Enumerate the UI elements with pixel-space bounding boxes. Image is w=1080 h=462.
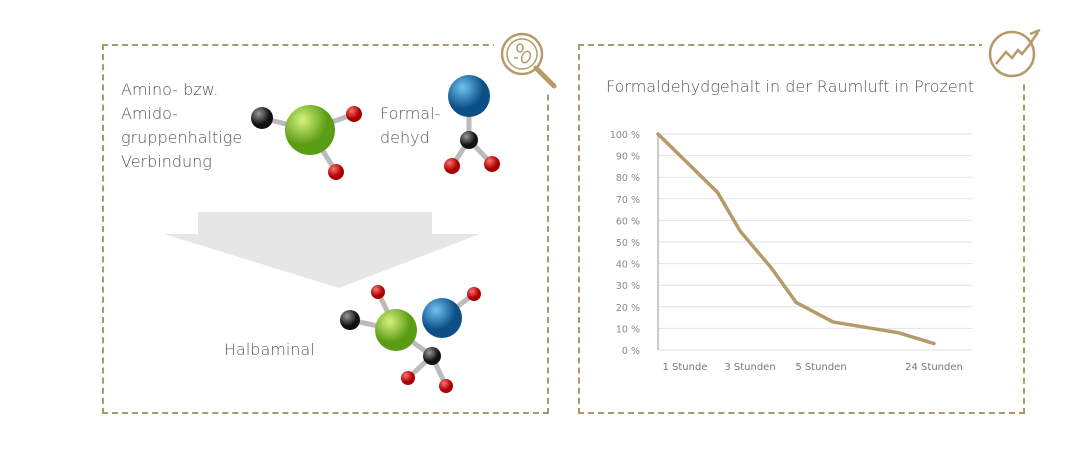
reactant-2-label: Formal- dehyd — [380, 102, 440, 150]
y-tick-label: 20 % — [616, 303, 640, 314]
chart-title: Formaldehydgehalt in der Raumluft in Pro… — [606, 77, 975, 96]
y-tick-label: 0 % — [622, 346, 640, 357]
x-tick-label: 3 Stunden — [724, 362, 775, 373]
y-tick-label: 50 % — [616, 238, 640, 249]
x-tick-label: 5 Stunden — [795, 362, 846, 373]
label-line: gruppenhaltige — [121, 128, 243, 147]
x-tick-label: 1 Stunde — [663, 362, 708, 373]
label-line: Formal- — [380, 104, 441, 123]
series-line — [656, 132, 936, 346]
reaction-arrow — [164, 212, 480, 288]
y-tick-label: 60 % — [616, 216, 640, 227]
y-tick-label: 80 % — [616, 173, 640, 184]
line-chart: 0 % 10 % 20 % 30 % 40 % 50 % 60 % 70 % 80 % 90 % 1… — [610, 130, 972, 373]
magnifier-bacteria-icon — [494, 28, 564, 92]
amino-molecule — [251, 105, 362, 180]
label-line: Amino- bzw. — [121, 80, 219, 99]
halbaminal-molecule — [340, 285, 481, 393]
label-line: Verbindung — [121, 152, 212, 171]
y-tick-label: 100 % — [610, 130, 640, 141]
y-tick-label: 90 % — [616, 152, 640, 163]
formaldehyde-molecule — [444, 75, 500, 174]
label-line: dehyd — [380, 128, 430, 147]
label-line: Amido- — [121, 104, 178, 123]
product-label: Halbaminal — [224, 340, 315, 359]
reactant-1-label: Amino- bzw. Amido- gruppenhaltige Verbin… — [121, 78, 242, 174]
y-tick-label: 30 % — [616, 281, 640, 292]
reaction-panel — [102, 44, 549, 414]
chart-panel — [578, 44, 1025, 414]
y-tick-label: 70 % — [616, 195, 640, 206]
y-tick-label: 10 % — [616, 324, 640, 335]
reaction-diagram — [164, 75, 500, 393]
y-tick-label: 40 % — [616, 260, 640, 271]
trend-chart-icon — [982, 26, 1048, 82]
x-tick-label: 24 Stunden — [905, 362, 963, 373]
